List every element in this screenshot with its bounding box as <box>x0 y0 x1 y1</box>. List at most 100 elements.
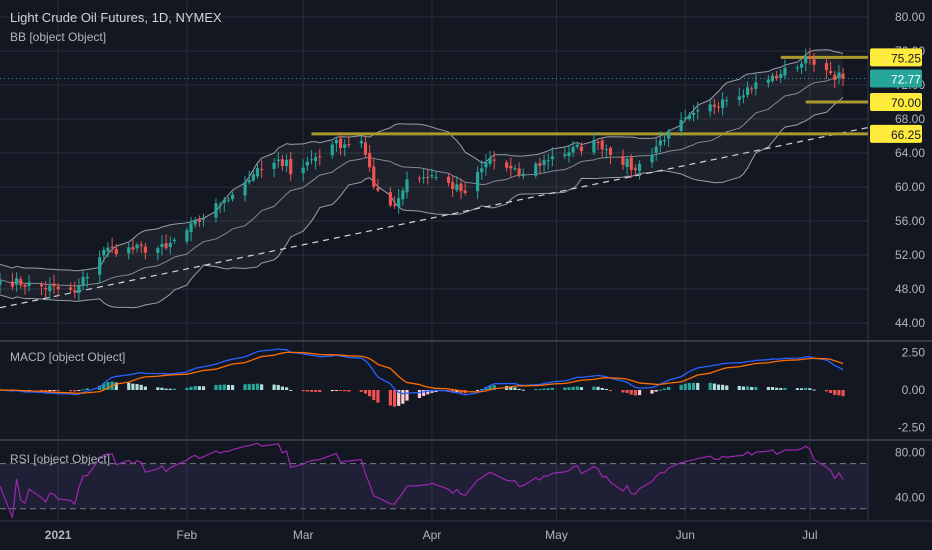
candle-body <box>98 257 102 275</box>
candle-body <box>608 147 613 155</box>
candle-body <box>243 182 247 196</box>
macd-histogram-bar <box>633 390 638 396</box>
macd-histogram-bar <box>716 384 721 390</box>
candle-body <box>600 140 604 150</box>
macd-histogram-bar <box>102 383 106 390</box>
candle-body <box>451 182 455 189</box>
macd-histogram-bar <box>314 390 318 392</box>
level-tag-label: 66.25 <box>891 128 921 142</box>
candle-body <box>517 168 521 176</box>
macd-tick-label: -2.50 <box>898 421 926 435</box>
macd-histogram-bar <box>824 390 829 392</box>
macd-histogram-bar <box>376 390 380 403</box>
candle-body <box>667 131 671 139</box>
last-price-tag <box>870 69 922 88</box>
macd-histogram-bar <box>114 382 118 390</box>
macd-histogram-bar <box>563 387 567 390</box>
candle-body <box>214 203 218 218</box>
candle-body <box>712 104 716 107</box>
candle-body <box>338 138 343 149</box>
candle-body <box>52 283 56 287</box>
candle-body <box>459 183 463 192</box>
candle-body <box>363 142 368 155</box>
price-tick-label: 52.00 <box>895 248 925 262</box>
rsi-legend[interactable]: RSI [object Object] <box>10 452 110 466</box>
candle-body <box>230 194 235 200</box>
candle-body <box>172 239 177 242</box>
candle-body <box>725 100 729 102</box>
macd-histogram-bar <box>426 390 430 395</box>
candle-body <box>222 199 226 203</box>
candle-body <box>135 244 139 249</box>
price-tick-label: 48.00 <box>895 282 925 296</box>
candle-body <box>10 281 15 287</box>
candle-body <box>301 167 305 174</box>
macd-histogram-bar <box>85 388 89 390</box>
macd-histogram-bar <box>621 390 625 393</box>
macd-histogram-bar <box>725 385 729 390</box>
price-tick-label: 68.00 <box>895 112 925 126</box>
candle-body <box>39 284 44 287</box>
macd-histogram-bar <box>745 386 750 390</box>
macd-histogram-bar <box>422 390 426 396</box>
candle-body <box>837 72 841 79</box>
candle-body <box>401 190 405 200</box>
macd-tick-label: 0.00 <box>902 383 926 397</box>
macd-histogram-bar <box>168 388 172 390</box>
candle-body <box>621 156 625 165</box>
candle-body <box>812 59 816 65</box>
macd-histogram-bar <box>189 386 193 390</box>
candle-body <box>48 285 52 292</box>
rsi-tick-label: 40.00 <box>895 490 925 504</box>
candle-body <box>272 162 276 169</box>
macd-histogram-bar <box>741 386 745 390</box>
macd-tick-label: 2.50 <box>902 346 926 360</box>
macd-pane[interactable] <box>0 348 845 407</box>
candle-body <box>492 159 496 161</box>
candle-body <box>505 162 509 168</box>
macd-legend[interactable]: MACD [object Object] <box>10 350 125 364</box>
rsi-pane[interactable] <box>0 442 868 518</box>
candle-body <box>571 146 575 153</box>
candle-body <box>226 199 231 201</box>
candle-body <box>218 204 222 206</box>
level-tag-label: 70.00 <box>891 96 921 110</box>
macd-histogram-bar <box>667 386 671 390</box>
macd-histogram-bar <box>309 390 314 392</box>
candle-body <box>476 171 480 192</box>
candle-body <box>0 279 2 285</box>
macd-histogram-bar <box>596 386 600 390</box>
macd-histogram-bar <box>841 390 845 397</box>
candle-body <box>280 159 285 167</box>
macd-histogram-bar <box>139 384 143 390</box>
macd-histogram-bar <box>247 384 251 390</box>
level-tag <box>870 93 922 111</box>
bb-legend[interactable]: BB [object Object] <box>10 30 106 44</box>
macd-histogram-bar <box>625 390 629 394</box>
macd-histogram-bar <box>770 386 775 390</box>
macd-histogram-bar <box>318 390 322 393</box>
candle-body <box>534 163 538 176</box>
macd-histogram-bar <box>534 389 538 391</box>
price-pane[interactable] <box>0 47 869 309</box>
macd-histogram-bar <box>434 390 438 393</box>
candle-body <box>446 176 451 183</box>
macd-histogram-bar <box>417 390 422 399</box>
candle-body <box>289 158 293 175</box>
candle-body <box>808 56 812 58</box>
price-tick-label: 44.00 <box>895 316 925 330</box>
macd-histogram-bar <box>243 384 247 390</box>
candle-body <box>633 168 638 170</box>
bb-basis-line <box>0 75 844 287</box>
time-tick-label: 2021 <box>45 528 72 542</box>
time-tick-label: Mar <box>293 528 314 542</box>
candle-body <box>189 223 193 233</box>
macd-histogram-bar <box>301 390 305 392</box>
macd-histogram-bar <box>476 390 480 391</box>
macd-histogram-bar <box>783 387 787 390</box>
candle-body <box>625 158 629 167</box>
candle-body <box>56 286 60 290</box>
candle-body <box>833 74 837 80</box>
candle-body <box>841 73 845 79</box>
